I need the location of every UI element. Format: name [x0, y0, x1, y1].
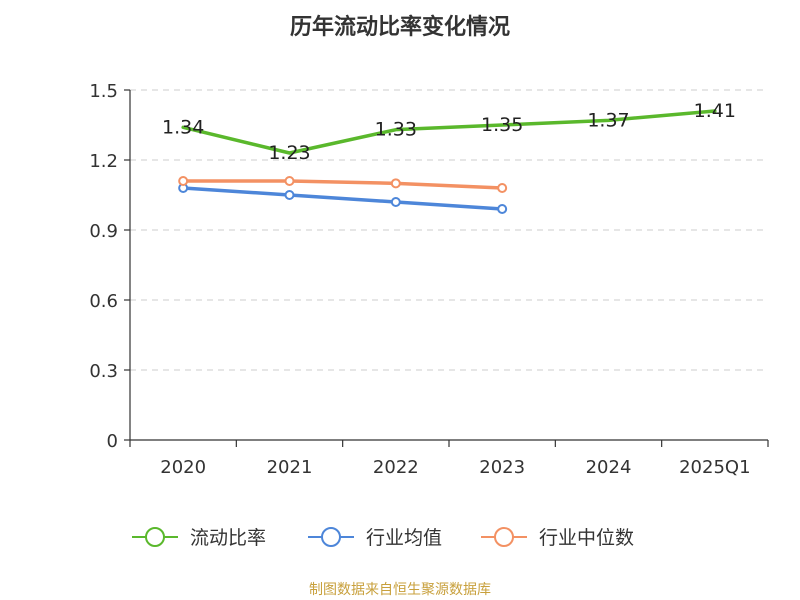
legend-item: 流动比率 — [132, 527, 266, 549]
legend-marker — [494, 527, 514, 547]
data-label: 1.34 — [162, 116, 204, 138]
y-tick-label: 0.9 — [89, 221, 118, 242]
data-label: 1.35 — [481, 114, 523, 136]
data-label: 1.33 — [375, 119, 417, 141]
legend-marker — [321, 527, 341, 547]
x-tick-label: 2022 — [373, 457, 419, 478]
y-tick-label: 0.6 — [89, 291, 118, 312]
chart-title: 历年流动比率变化情况 — [290, 14, 510, 40]
series-line — [181, 179, 504, 190]
y-tick-label: 0.3 — [89, 361, 118, 382]
legend-label: 行业中位数 — [539, 527, 634, 549]
grid — [130, 89, 768, 371]
data-point — [284, 176, 295, 186]
legend-label: 行业均值 — [366, 527, 442, 549]
legend-item: 行业均值 — [308, 527, 442, 549]
axes: 0 0.3 0.6 0.9 1.2 1.5 2020 2021 2022 2023 2024 2025… — [89, 81, 769, 478]
data-point — [390, 197, 401, 207]
x-tick-label: 2024 — [586, 457, 632, 478]
series-line — [181, 186, 504, 211]
y-tick-label: 1.2 — [89, 151, 118, 172]
legend: 流动比率 行业均值 行业中位数 — [132, 527, 634, 549]
legend-label: 流动比率 — [190, 527, 266, 549]
data-point — [284, 190, 295, 200]
y-tick-label: 1.5 — [89, 81, 118, 102]
series-line — [181, 109, 717, 155]
data-labels: 1.34 1.23 1.33 1.35 1.37 1.41 — [162, 100, 736, 164]
legend-marker — [145, 527, 165, 547]
data-label: 1.23 — [268, 142, 310, 164]
x-tick-label: 2025Q1 — [679, 457, 750, 478]
data-point — [178, 176, 189, 186]
x-tick-label: 2021 — [267, 457, 313, 478]
data-point — [390, 178, 401, 189]
data-point — [497, 183, 508, 193]
legend-item: 行业中位数 — [481, 527, 634, 549]
series — [178, 109, 717, 214]
data-point — [497, 204, 508, 214]
data-label: 1.37 — [587, 109, 629, 131]
y-tick-label: 0 — [107, 431, 118, 452]
data-label: 1.41 — [694, 100, 736, 122]
x-tick-label: 2020 — [160, 457, 206, 478]
source-note: 制图数据来自恒生聚源数据库 — [309, 582, 491, 598]
x-tick-label: 2023 — [479, 457, 525, 478]
